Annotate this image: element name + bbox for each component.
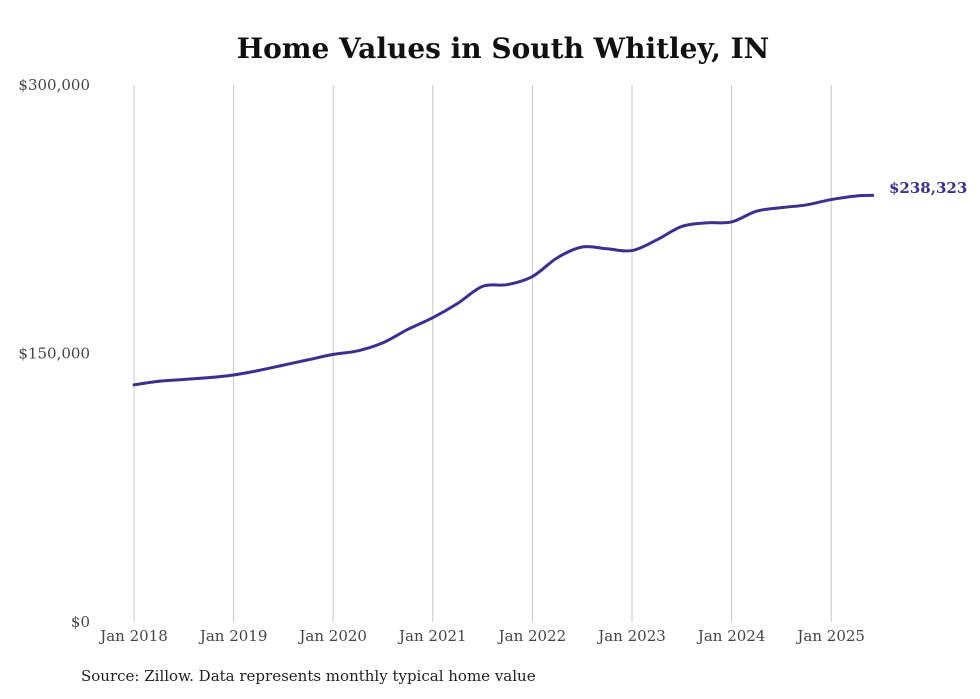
series-group — [132, 193, 875, 387]
series-line — [132, 193, 875, 387]
y-tick-label: $300,000 — [18, 76, 90, 94]
x-tick-label: Jan 2021 — [397, 627, 467, 645]
x-tick-label: Jan 2023 — [596, 627, 666, 645]
x-tick-label: Jan 2018 — [98, 627, 168, 645]
x-tick-label: Jan 2022 — [497, 627, 567, 645]
x-tick-label: Jan 2019 — [198, 627, 268, 645]
chart-title: Home Values in South Whitley, IN — [237, 32, 770, 65]
grid-lines — [133, 85, 832, 622]
last-value-label: $238,323 — [889, 179, 967, 197]
x-axis-ticks: Jan 2018 Jan 2019 Jan 2020 Jan 2021 Jan 2022… — [98, 627, 865, 645]
x-tick-label: Jan 2025 — [795, 627, 865, 645]
y-tick-label: $150,000 — [18, 345, 90, 363]
source-note: Source: Zillow. Data represents monthly … — [81, 667, 536, 685]
y-axis-ticks: $0 $150,000 $300,000 — [18, 76, 90, 631]
y-tick-label: $0 — [71, 613, 90, 631]
x-tick-label: Jan 2020 — [297, 627, 367, 645]
x-tick-label: Jan 2024 — [696, 627, 766, 645]
